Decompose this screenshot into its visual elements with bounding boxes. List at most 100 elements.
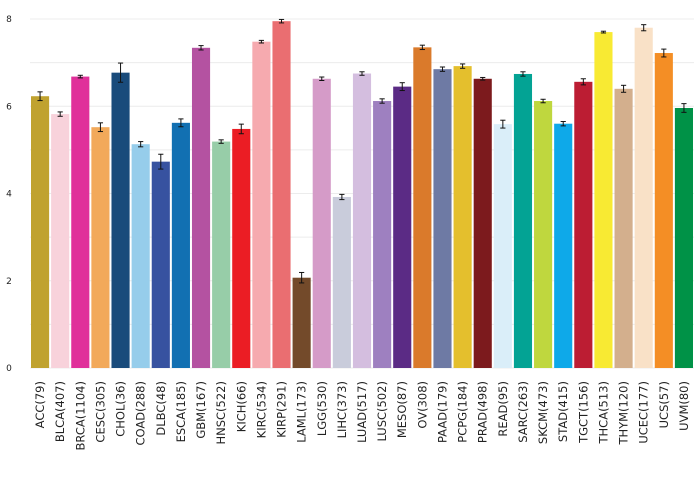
error-bar	[218, 139, 224, 144]
bar	[413, 47, 432, 368]
bar	[332, 196, 351, 368]
x-tick-label: STAD(415)	[556, 381, 570, 442]
x-tick-label: SKCM(473)	[536, 381, 550, 444]
error-bar	[37, 91, 43, 102]
x-tick-label: PCPG(184)	[456, 381, 470, 443]
y-tick-label: 6	[6, 102, 12, 112]
bar	[191, 47, 211, 368]
y-tick-label: 2	[6, 277, 12, 287]
error-bar	[500, 119, 506, 129]
x-tick-label: PRAD(498)	[476, 381, 490, 443]
error-bar	[57, 111, 63, 117]
bar	[131, 144, 150, 368]
bar	[31, 96, 50, 368]
error-bar	[600, 30, 607, 34]
x-tick-label: READ(95)	[496, 381, 510, 437]
bar-layer	[31, 21, 693, 369]
x-tick-label: KICH(66)	[234, 381, 248, 432]
x-tick-label: BRCA(1104)	[73, 381, 87, 450]
error-bar	[258, 39, 264, 44]
errorbar-layer	[37, 18, 687, 284]
error-bar	[540, 98, 546, 104]
error-bar	[460, 63, 466, 69]
error-bar	[681, 103, 687, 113]
bar	[393, 86, 412, 369]
x-tick-label: UCEC(177)	[637, 381, 651, 444]
bar	[71, 76, 90, 369]
error-bar	[661, 48, 667, 58]
x-tick-label: LAML(173)	[295, 381, 309, 443]
bar	[312, 78, 331, 369]
x-tick-label: HNSC(522)	[214, 381, 228, 445]
error-bar	[299, 271, 305, 284]
bar	[292, 277, 311, 368]
error-bar	[439, 66, 446, 72]
bar	[212, 141, 231, 368]
error-bar	[97, 122, 104, 133]
x-tick-label: ACC(79)	[33, 381, 47, 428]
x-tick-label: LGG(530)	[315, 381, 329, 436]
bar	[51, 114, 70, 368]
x-tick-label: ESCA(185)	[174, 381, 188, 442]
y-tick-label: 8	[6, 15, 12, 25]
error-bar	[138, 141, 144, 148]
bar	[654, 53, 673, 369]
bar	[433, 69, 452, 368]
x-tick-label: DLBC(48)	[154, 381, 168, 436]
bar	[534, 101, 553, 368]
y-tick-label: 0	[6, 364, 12, 374]
x-tick-label: THYM(120)	[617, 381, 631, 446]
x-tick-label: THCA(513)	[596, 381, 610, 445]
y-tick-label: 4	[6, 190, 12, 200]
bar	[151, 161, 170, 368]
bar	[574, 81, 593, 368]
bar	[252, 41, 271, 369]
x-tick-label: LUSC(502)	[375, 381, 389, 442]
bar	[91, 127, 110, 368]
x-tick-label: TGCT(156)	[576, 381, 590, 444]
bar	[554, 123, 573, 368]
error-bar	[480, 76, 486, 81]
error-bar	[419, 44, 425, 51]
error-bar	[117, 62, 124, 83]
error-bar	[379, 98, 385, 104]
error-bar	[158, 153, 164, 170]
error-bar	[620, 84, 627, 93]
x-tick-label: PAAD(179)	[435, 381, 449, 443]
x-axis: ACC(79) BLCA(407) BRCA(1104) CESC(305) CHOL(…	[33, 381, 691, 450]
x-tick-label: COAD(288)	[134, 381, 148, 446]
error-bar	[178, 118, 184, 128]
error-bar	[641, 24, 647, 32]
x-tick-label: SARC(263)	[516, 381, 530, 443]
bar	[171, 122, 190, 368]
x-tick-label: LUAD(517)	[355, 381, 369, 443]
error-bar	[319, 76, 325, 82]
bar	[493, 124, 512, 368]
x-tick-label: GBM(167)	[194, 381, 208, 439]
error-bar	[198, 45, 204, 51]
bar	[232, 128, 251, 368]
x-tick-label: BLCA(407)	[53, 381, 67, 442]
bar	[111, 72, 130, 368]
x-tick-label: UVM(80)	[677, 381, 691, 431]
y-axis: 0 2 4 6 8	[6, 15, 12, 374]
bar	[634, 27, 653, 368]
bar	[674, 107, 693, 369]
x-tick-label: KIRP(291)	[275, 381, 289, 438]
bar	[473, 78, 492, 369]
bar	[513, 73, 533, 368]
bar	[272, 21, 291, 369]
error-bar	[278, 18, 285, 24]
x-tick-label: CESC(305)	[93, 381, 107, 443]
error-bar	[399, 82, 405, 92]
bar	[614, 88, 633, 369]
x-tick-label: OV(308)	[415, 381, 429, 429]
error-bar	[580, 78, 586, 86]
bar	[594, 32, 613, 369]
error-bar	[238, 123, 244, 135]
x-tick-label: KIRC(534)	[254, 381, 268, 438]
bar	[352, 73, 372, 368]
x-tick-label: UCS(57)	[657, 381, 671, 428]
